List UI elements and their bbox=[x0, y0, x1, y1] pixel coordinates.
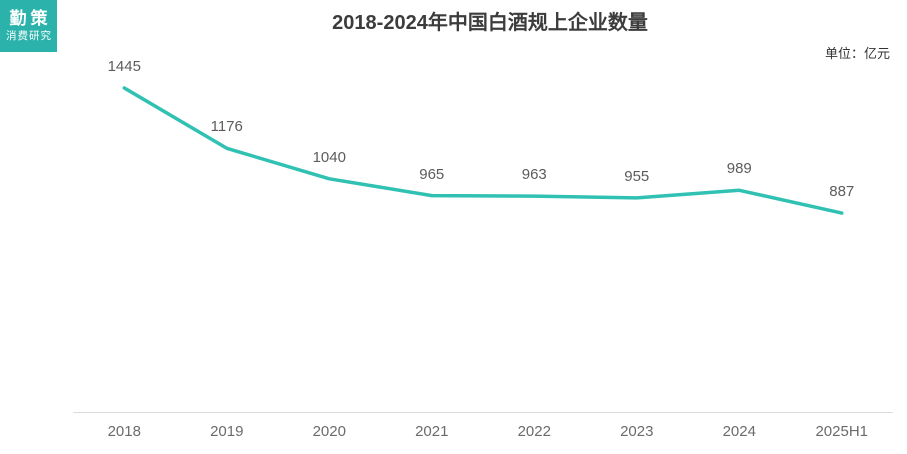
brand-logo: 勤策 消费研究 bbox=[0, 0, 57, 52]
x-axis-label: 2020 bbox=[312, 423, 346, 440]
x-axis-label: 2019 bbox=[210, 423, 244, 440]
data-label: 963 bbox=[521, 166, 547, 184]
x-axis-label: 2024 bbox=[722, 423, 756, 440]
x-axis-line bbox=[73, 412, 893, 413]
data-label: 1176 bbox=[210, 118, 243, 136]
data-label: 955 bbox=[624, 167, 650, 185]
data-label: 965 bbox=[419, 165, 445, 183]
data-label: 887 bbox=[829, 183, 855, 201]
x-axis-label: 2025H1 bbox=[815, 423, 869, 440]
x-axis-label: 2022 bbox=[517, 423, 551, 440]
chart-title: 2018-2024年中国白酒规上企业数量 bbox=[332, 12, 648, 34]
x-axis-label: 2021 bbox=[415, 423, 449, 440]
data-label: 989 bbox=[726, 160, 752, 178]
line-series bbox=[122, 86, 844, 215]
brand-logo-subtext: 消费研究 bbox=[6, 30, 52, 42]
x-axis-label: 2018 bbox=[107, 423, 141, 440]
data-label: 1040 bbox=[312, 148, 346, 166]
x-axis-label: 2023 bbox=[620, 423, 654, 440]
brand-logo-text: 勤策 bbox=[9, 9, 52, 28]
unit-label: 单位：亿元 bbox=[824, 46, 890, 61]
data-label: 1445 bbox=[107, 58, 141, 76]
